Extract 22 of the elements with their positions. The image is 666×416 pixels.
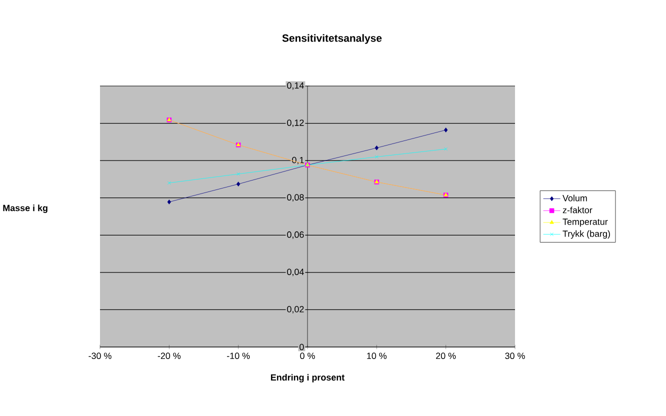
legend-label: z-faktor	[562, 206, 592, 214]
x-tick-label: 10 %	[367, 352, 387, 359]
y-tick-label: 0,02	[287, 306, 304, 314]
x-tick-label: -10 %	[227, 352, 250, 359]
y-tick-label: 0,08	[287, 194, 304, 202]
x-axis-title: Endring i prosent	[270, 374, 345, 382]
y-tick-label: 0,06	[287, 231, 304, 239]
y-axis-title: Masse i kg	[3, 204, 48, 213]
y-tick-label: 0,14	[287, 82, 304, 90]
chart-title: Sensitivitetsanalyse	[282, 34, 382, 44]
y-tick-label: 0,04	[287, 268, 304, 276]
legend-label: Temperatur	[562, 218, 608, 227]
x-tick-label: -20 %	[158, 352, 181, 359]
legend-label: Trykk (barg)	[562, 230, 610, 239]
x-tick-label: 20 %	[436, 352, 456, 359]
y-tick-label: 0	[300, 344, 304, 350]
x-tick-label: 30 %	[505, 352, 525, 359]
y-tick-label: 0,1	[292, 156, 304, 164]
x-tick-label: 0 %	[300, 352, 315, 359]
x-tick-label: -30 %	[88, 352, 112, 359]
legend-label: Volum	[562, 194, 587, 202]
y-tick-label: 0,12	[287, 120, 304, 127]
